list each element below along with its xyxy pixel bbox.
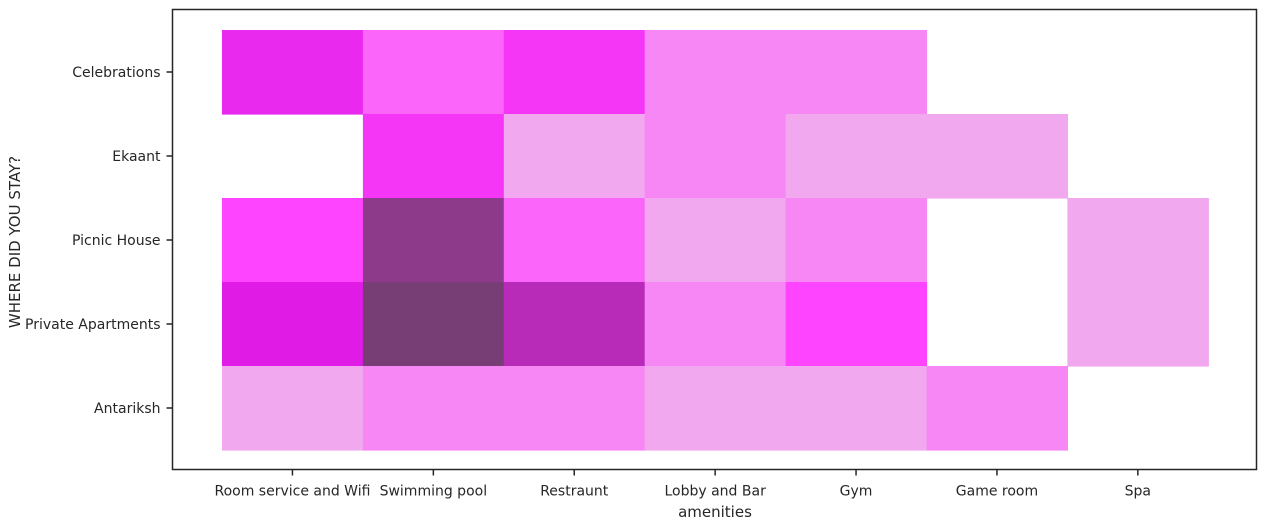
heatmap-cell — [222, 198, 364, 283]
y-tick-label: Picnic House — [72, 233, 161, 249]
y-tick-label: Antariksh — [94, 401, 160, 417]
heatmap-cell — [362, 30, 505, 115]
heatmap-cell — [644, 366, 787, 451]
heatmap-cell — [1067, 282, 1209, 367]
heatmap-cell — [222, 30, 364, 115]
heatmap-cell — [785, 198, 928, 283]
heatmap-cell — [503, 114, 646, 199]
x-axis-ticks: Room service and Wifi Swimming pool Restra… — [214, 469, 1151, 500]
heatmap-cell — [785, 282, 928, 367]
heatmap-cell — [785, 114, 928, 199]
y-tick-label: Ekaant — [112, 149, 161, 165]
heatmap-cell — [926, 366, 1068, 451]
heatmap-cells — [222, 30, 1209, 451]
x-tick-label: Lobby and Bar — [664, 484, 766, 500]
heatmap-cell — [785, 366, 928, 451]
heatmap-cell — [644, 30, 787, 115]
heatmap-cell — [362, 114, 505, 199]
heatmap-cell — [362, 282, 505, 367]
x-tick-label: Game room — [956, 484, 1038, 500]
heatmap-cell — [362, 366, 505, 451]
heatmap-cell — [503, 30, 646, 115]
x-axis-label: amenities — [678, 503, 752, 521]
x-tick-label: Room service and Wifi — [214, 484, 370, 500]
y-tick-label: Celebrations — [72, 65, 160, 81]
x-tick-label: Swimming pool — [380, 484, 488, 500]
heatmap-cell — [926, 114, 1068, 199]
x-tick-label: Restraunt — [540, 484, 609, 500]
heatmap-cell — [503, 282, 646, 367]
x-tick-label: Gym — [840, 484, 873, 500]
heatmap-cell — [503, 366, 646, 451]
heatmap-cell — [785, 30, 928, 115]
heatmap-cell — [644, 198, 787, 283]
heatmap-cell — [644, 114, 787, 199]
x-tick-label: Spa — [1125, 484, 1151, 500]
heatmap-cell — [222, 282, 364, 367]
heatmap-cell — [362, 198, 505, 283]
y-axis-ticks: Celebrations Ekaant Picnic House Private Ap… — [25, 65, 173, 417]
y-tick-label: Private Apartments — [25, 317, 160, 333]
heatmap-cell — [503, 198, 646, 283]
y-axis-label: WHERE DID YOU STAY? — [6, 156, 24, 328]
heatmap-cell — [222, 366, 364, 451]
heatmap-cell — [644, 282, 787, 367]
heatmap-cell — [1067, 198, 1209, 283]
